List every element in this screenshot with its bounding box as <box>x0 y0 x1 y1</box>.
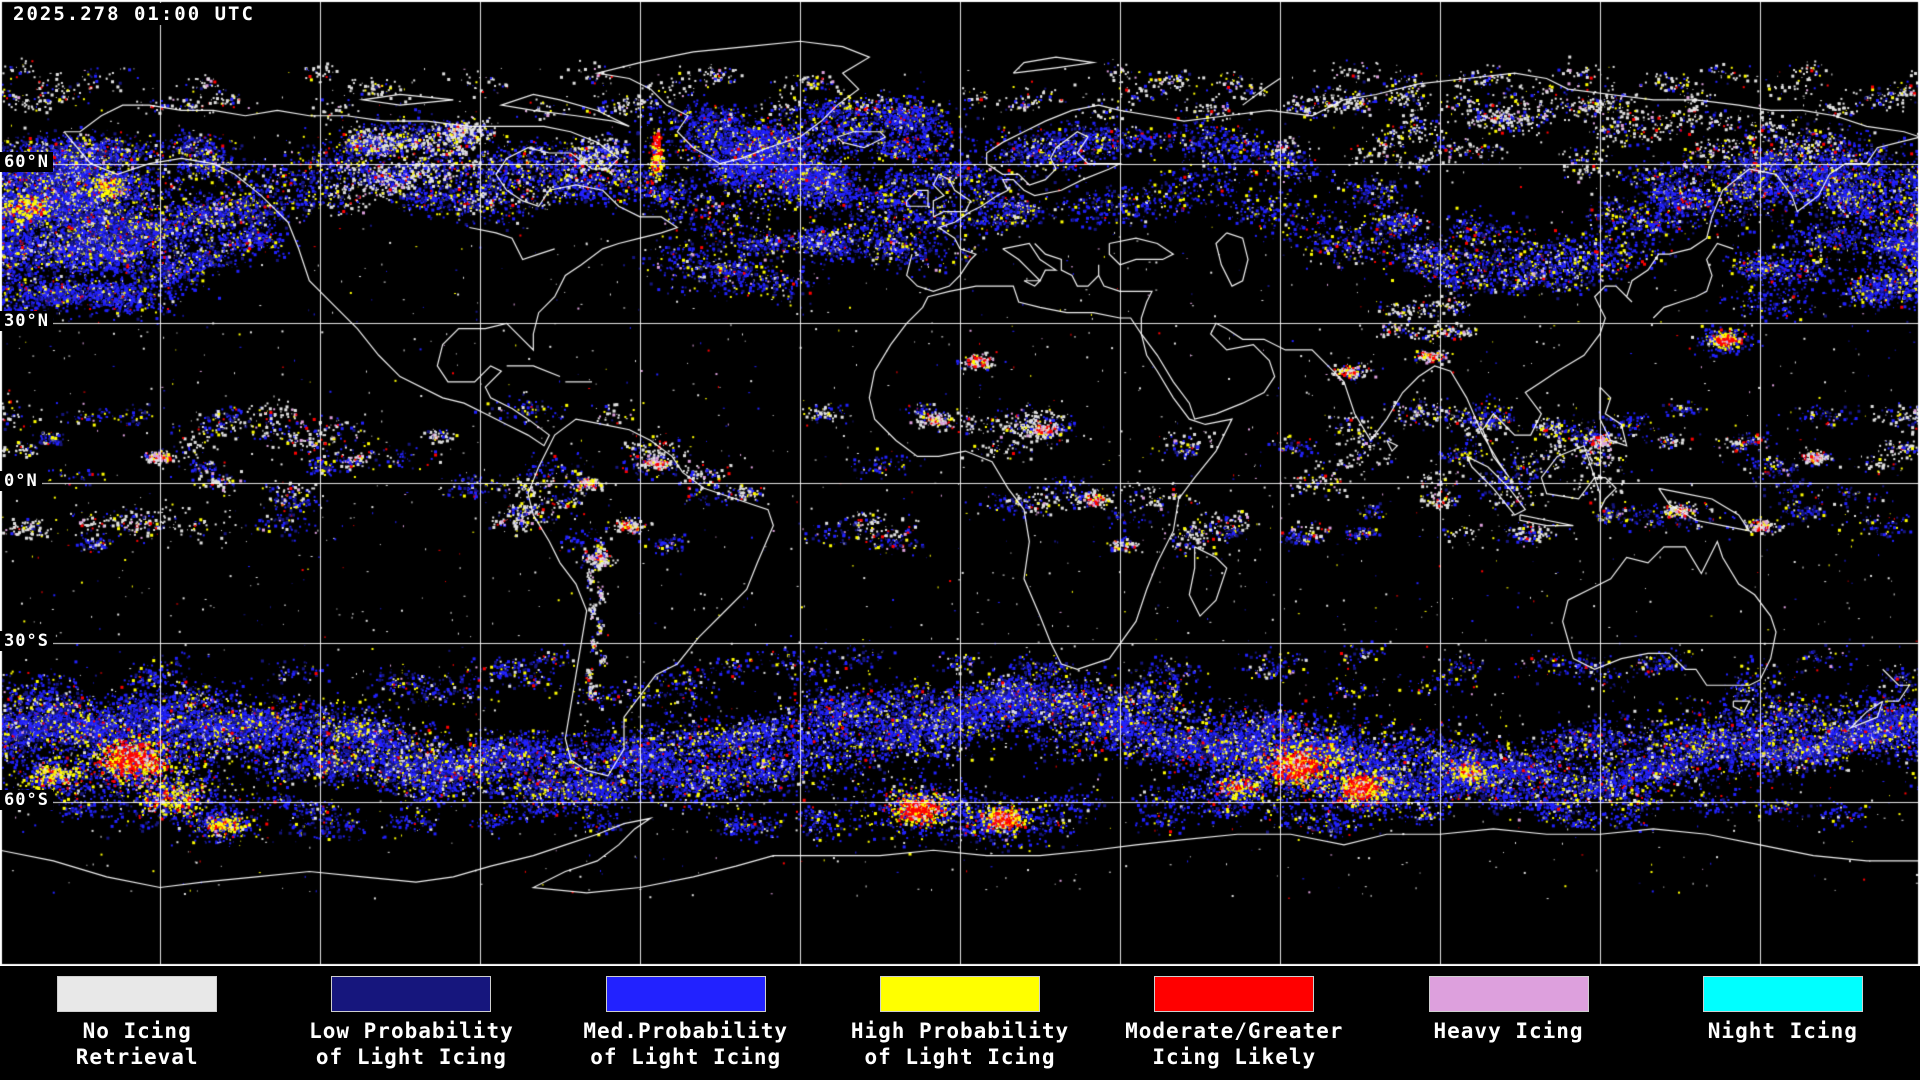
legend-label: of Light Icing <box>315 1045 507 1069</box>
moderate-greater-swatch <box>1154 976 1315 1012</box>
lat-label-30s: 30°S <box>0 630 53 651</box>
world-icing-canvas <box>0 0 1920 966</box>
lat-label-60n: 60°N <box>0 151 53 172</box>
legend-item-night-icing: Night Icing <box>1646 966 1920 1080</box>
night-icing-swatch <box>1702 976 1863 1012</box>
lat-label-0n: 0°N <box>0 471 42 491</box>
legend-item-low-probability: Low Probability of Light Icing <box>274 966 548 1080</box>
heavy-icing-swatch <box>1428 976 1589 1012</box>
legend-label: Moderate/Greater <box>1125 1019 1344 1043</box>
legend-label: Icing Likely <box>1152 1045 1317 1069</box>
no-icing-swatch <box>57 976 218 1012</box>
legend-label: High Probability <box>850 1019 1070 1043</box>
legend-item-high-probability: High Probability of Light Icing <box>823 966 1097 1080</box>
legend-label: Med.Probability <box>583 1019 789 1043</box>
legend-label: Retrieval <box>75 1045 199 1069</box>
legend-label: of Light Icing <box>864 1045 1056 1069</box>
low-probability-swatch <box>331 976 492 1012</box>
med-probability-swatch <box>605 976 766 1012</box>
legend: No Icing Retrieval Low Probability of Li… <box>0 966 1920 1080</box>
legend-label: Low Probability <box>309 1019 514 1043</box>
legend-label: No Icing <box>82 1019 192 1043</box>
legend-label: Heavy Icing <box>1433 1019 1584 1043</box>
legend-label: Night Icing <box>1707 1019 1858 1043</box>
legend-item-moderate-greater: Moderate/Greater Icing Likely <box>1097 966 1371 1080</box>
legend-item-med-probability: Med.Probability of Light Icing <box>549 966 823 1080</box>
high-probability-swatch <box>879 976 1040 1012</box>
lat-label-60s: 60°S <box>0 790 53 811</box>
legend-label: of Light Icing <box>590 1045 782 1069</box>
timestamp: 2025.278 01:00 UTC <box>8 3 260 25</box>
map-area: 2025.278 01:00 UTC 60°N 30°N 0°N 30°S 60… <box>0 0 1920 966</box>
legend-item-no-icing: No Icing Retrieval <box>0 966 274 1080</box>
legend-item-heavy-icing: Heavy Icing <box>1371 966 1645 1080</box>
lat-label-30n: 30°N <box>0 311 53 332</box>
